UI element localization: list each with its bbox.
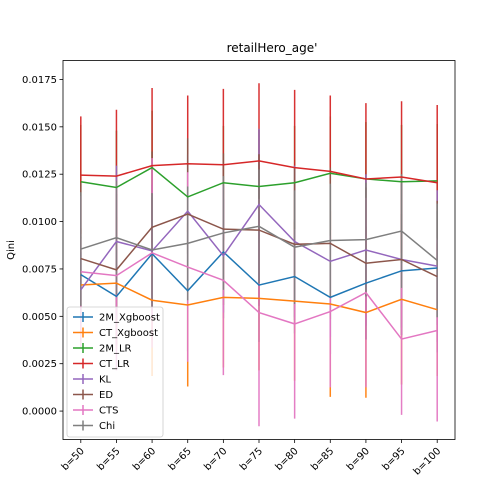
legend-label-ct-xgboost: CT_Xgboost	[99, 328, 158, 339]
series-line-chi	[80, 225, 438, 261]
legend-label-kl: KL	[99, 375, 112, 386]
x-tick-label: b=70	[202, 446, 229, 473]
chart-title: retailHero_age'	[227, 41, 318, 55]
legend-label-cts: CTS	[99, 406, 118, 417]
legend-label-chi: Chi	[99, 421, 115, 432]
x-axis: b=50 b=55 b=60 b=65 b=70 b=75 b=80 b=85 b=90 b=95…	[60, 439, 444, 478]
x-tick-label: b=60	[131, 446, 158, 473]
series-line-cts	[80, 252, 438, 340]
series-line-2m-lr	[80, 166, 438, 198]
legend-label-2m-xgboost: 2M_Xgboost	[99, 313, 160, 324]
x-tick-label: b=80	[274, 446, 301, 473]
y-tick-label: 0.0000	[22, 407, 57, 418]
y-tick-label: 0.0125	[22, 170, 57, 181]
y-tick-label: 0.0075	[22, 264, 57, 275]
y-tick-label: 0.0025	[22, 359, 57, 370]
series-line-2m-xgboost	[80, 250, 438, 299]
legend-label-ct-lr: CT_LR	[99, 359, 130, 370]
legend-box	[66, 306, 164, 438]
x-tick-label: b=50	[60, 446, 87, 473]
y-axis-label: Qini	[6, 240, 17, 260]
y-tick-label: 0.0150	[22, 122, 57, 133]
series-line-kl	[80, 203, 438, 291]
x-tick-label: b=75	[238, 446, 265, 473]
series-line-ed	[80, 213, 438, 278]
y-tick-label: 0.0175	[22, 75, 57, 86]
x-tick-label: b=85	[309, 446, 336, 473]
x-tick-label: b=55	[95, 446, 122, 473]
x-tick-label: b=65	[167, 446, 194, 473]
x-tick-label: b=100	[412, 446, 444, 478]
legend: 2M_Xgboost CT_Xgboost 2M_LR CT_LR KL ED CTS Chi	[66, 306, 164, 438]
y-tick-label: 0.0100	[22, 217, 57, 228]
y-tick-label: 0.0050	[22, 312, 57, 323]
legend-label-ed: ED	[99, 390, 113, 401]
x-tick-label: b=90	[345, 446, 372, 473]
legend-label-2m-lr: 2M_LR	[99, 344, 132, 355]
y-axis: 0.0000 0.0025 0.0050 0.0075 0.0100 0.0125 0.01…	[22, 75, 63, 418]
x-tick-label: b=95	[380, 446, 407, 473]
series-lines-layer	[80, 160, 438, 340]
series-line-ct-lr	[80, 160, 438, 184]
